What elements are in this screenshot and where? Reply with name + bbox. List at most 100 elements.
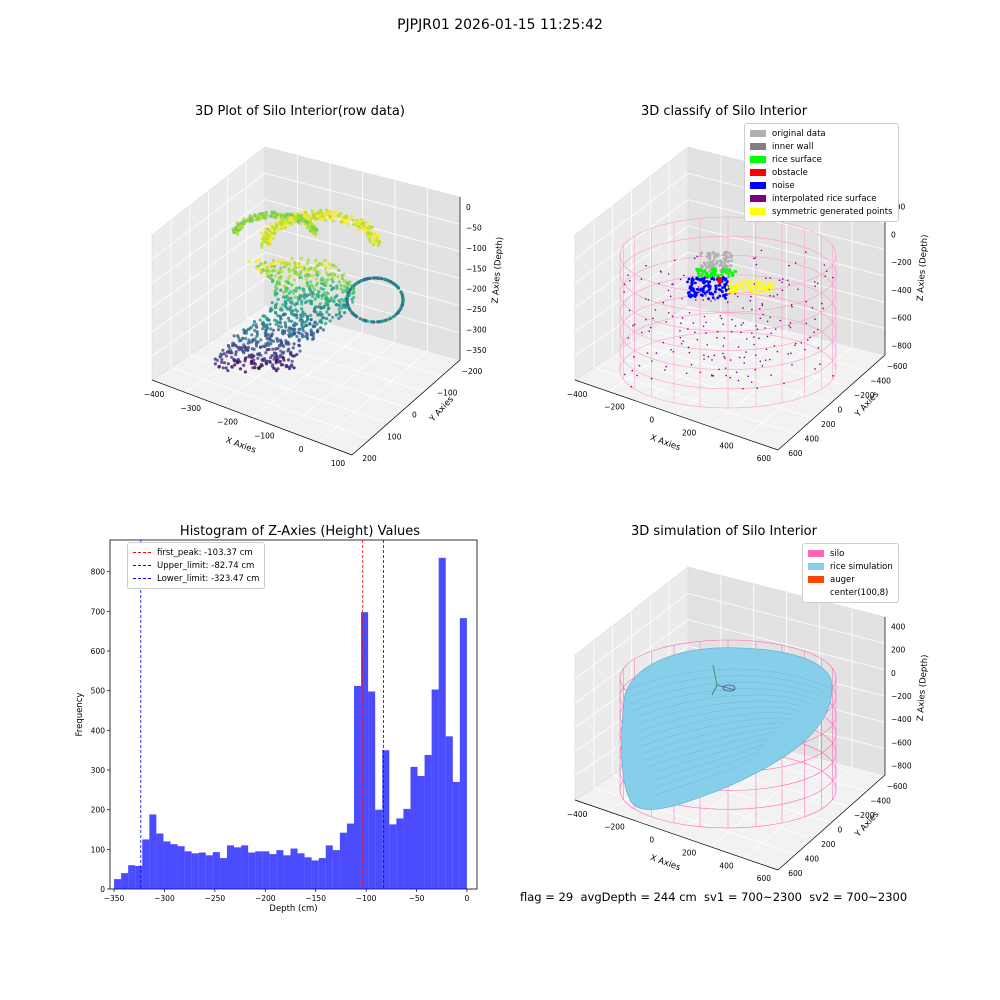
interpolated-point [680, 342, 683, 345]
raw-point [261, 237, 265, 241]
z-tick-label: −200 [466, 285, 487, 294]
raw-point [380, 277, 384, 281]
histogram-bar [142, 839, 150, 889]
legend-item: Upper_limit: -82.74 cm [133, 559, 259, 572]
histogram-bar [248, 852, 256, 889]
z-tick-label: −400 [891, 715, 912, 724]
raw-point [270, 262, 274, 266]
interpolated-point [753, 336, 755, 338]
y-tick-label: −600 [887, 782, 908, 791]
raw-point [350, 214, 355, 218]
symmetric-point [728, 280, 732, 284]
interpolated-point [789, 322, 792, 324]
raw-point [247, 260, 251, 264]
raw-point [266, 265, 270, 270]
raw-point [306, 258, 310, 262]
noise-point [717, 284, 720, 287]
interpolated-point [740, 324, 743, 326]
raw-point [271, 269, 275, 273]
noise-point [711, 296, 715, 300]
raw-point [269, 274, 274, 278]
raw-point [279, 349, 283, 353]
symmetric-point [755, 279, 759, 283]
raw-point [391, 281, 395, 285]
raw-point [258, 268, 262, 272]
raw-point [303, 222, 307, 226]
raw-point [268, 269, 272, 273]
raw-point [308, 286, 312, 290]
rice-surface-point [700, 268, 704, 272]
noise-point [719, 288, 723, 292]
interpolated-point [769, 294, 771, 297]
raw-point [309, 280, 313, 284]
raw-point [274, 293, 278, 297]
interpolated-point [766, 320, 769, 323]
raw-point [291, 346, 295, 350]
raw-point [300, 333, 305, 337]
raw-point [298, 319, 302, 323]
histogram-bar [191, 853, 199, 889]
raw-point [236, 233, 240, 237]
interpolated-point [737, 379, 740, 382]
raw-point [314, 272, 318, 277]
original-data-point [727, 259, 730, 263]
raw-point [263, 233, 267, 237]
raw-point [224, 354, 228, 358]
raw-point [234, 227, 239, 231]
raw-point [305, 225, 310, 229]
interpolated-point [726, 301, 729, 304]
interpolated-point [699, 371, 701, 374]
interpolated-point [723, 355, 725, 358]
z-tick-label: −600 [891, 314, 912, 323]
raw-point [257, 258, 261, 262]
raw-point [325, 271, 329, 275]
z-tick-label: −200 [891, 692, 912, 701]
raw-point [301, 287, 306, 292]
raw-point [238, 360, 242, 364]
raw-point [359, 279, 363, 283]
histogram-bar [332, 850, 340, 889]
histogram-bar [452, 781, 460, 889]
raw-point [276, 297, 280, 301]
noise-point [724, 296, 727, 300]
raw-point [273, 305, 277, 309]
raw-point [230, 355, 234, 359]
rice-surface-point [709, 272, 713, 275]
interpolated-point [673, 259, 676, 262]
interpolated-point [759, 360, 762, 363]
raw-point [283, 304, 287, 308]
mesh-line [625, 668, 831, 691]
noise-point [707, 289, 711, 292]
interpolated-point [787, 353, 790, 355]
raw-point [274, 287, 278, 291]
raw-point [279, 225, 283, 229]
raw-point [292, 366, 296, 370]
raw-point [246, 341, 250, 345]
interpolated-point [751, 308, 753, 311]
raw-point [271, 363, 275, 367]
raw-point [303, 312, 307, 316]
symmetric-point [734, 286, 737, 289]
interpolated-point [646, 352, 649, 354]
histogram-bar [241, 845, 249, 889]
raw-point [238, 339, 242, 343]
raw-point [308, 214, 312, 219]
original-data-point [723, 257, 727, 261]
histogram-bar [410, 766, 418, 889]
interpolated-point [755, 325, 757, 327]
legend-line [133, 552, 151, 553]
original-data-point [702, 261, 706, 265]
raw-point [254, 340, 258, 344]
raw-point [274, 285, 278, 289]
y-tick-label: 200 [821, 420, 836, 429]
raw-point [270, 231, 274, 235]
symmetric-point [734, 289, 738, 293]
raw-point [370, 232, 374, 236]
raw-point [305, 220, 309, 224]
raw-point [302, 296, 306, 300]
raw-point [280, 343, 284, 347]
interpolated-point [623, 373, 626, 376]
legend-label: auger [830, 574, 855, 585]
raw-point [366, 235, 370, 239]
raw-point [303, 334, 307, 339]
